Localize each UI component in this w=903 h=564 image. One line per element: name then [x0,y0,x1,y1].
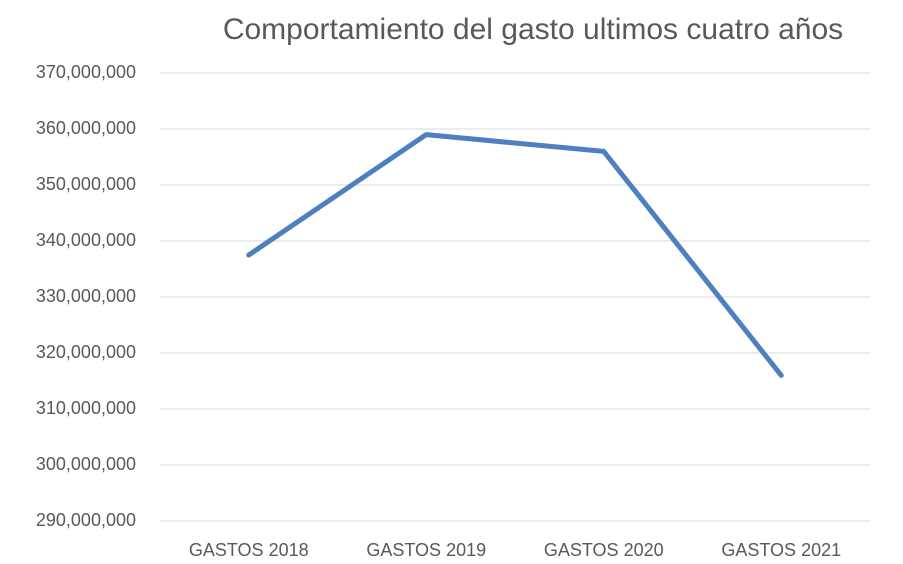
chart-title: Comportamiento del gasto ultimos cuatro … [223,13,843,46]
y-tick-label: 340,000,000 [36,230,136,250]
y-tick-label: 310,000,000 [36,398,136,418]
x-tick-label: GASTOS 2020 [544,540,664,560]
y-tick-label: 330,000,000 [36,286,136,306]
y-tick-label: 320,000,000 [36,342,136,362]
x-tick-label: GASTOS 2018 [189,540,309,560]
y-tick-label: 370,000,000 [36,62,136,82]
y-tick-label: 360,000,000 [36,118,136,138]
y-tick-label: 290,000,000 [36,510,136,530]
x-tick-label: GASTOS 2019 [366,540,486,560]
y-tick-label: 300,000,000 [36,454,136,474]
x-tick-label: GASTOS 2021 [721,540,841,560]
line-series [246,132,784,378]
y-tick-label: 350,000,000 [36,174,136,194]
